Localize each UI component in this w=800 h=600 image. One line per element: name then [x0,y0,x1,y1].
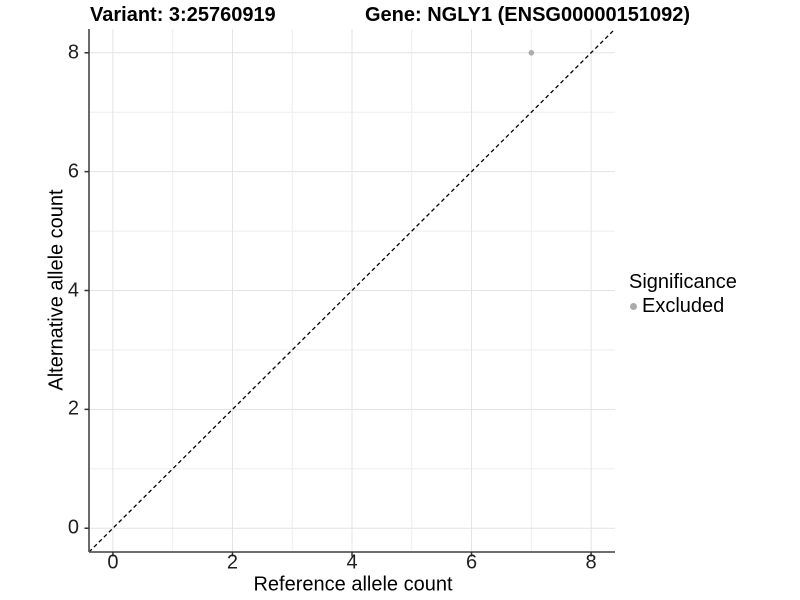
y-tick-label: 4 [67,279,79,301]
legend-item-excluded: Excluded [629,295,737,317]
y-tick-label: 6 [67,160,79,183]
legend: Significance Excluded [629,270,737,317]
y-tick-label: 0 [67,516,79,539]
plot-title-gene: Gene: NGLY1 (ENSG00000151092) [365,4,690,26]
y-tick-label: 8 [67,41,79,64]
legend-item-label: Excluded [642,295,725,317]
x-tick-label: 8 [585,551,597,574]
legend-title: Significance [629,271,737,293]
x-tick-label: 4 [346,551,358,574]
data-point [528,49,535,56]
x-axis-title: Reference allele count [253,573,453,596]
y-axis-title: Alternative allele count [45,189,68,391]
excluded-point-icon [630,302,637,310]
x-tick-label: 6 [465,551,478,574]
plot-panel [84,28,616,557]
y-tick-label: 2 [67,397,79,420]
x-tick-label: 2 [226,551,239,574]
plot-title-variant: Variant: 3:25760919 [90,4,276,26]
x-tick-label: 0 [107,551,119,574]
identity-reference-line [88,28,616,553]
